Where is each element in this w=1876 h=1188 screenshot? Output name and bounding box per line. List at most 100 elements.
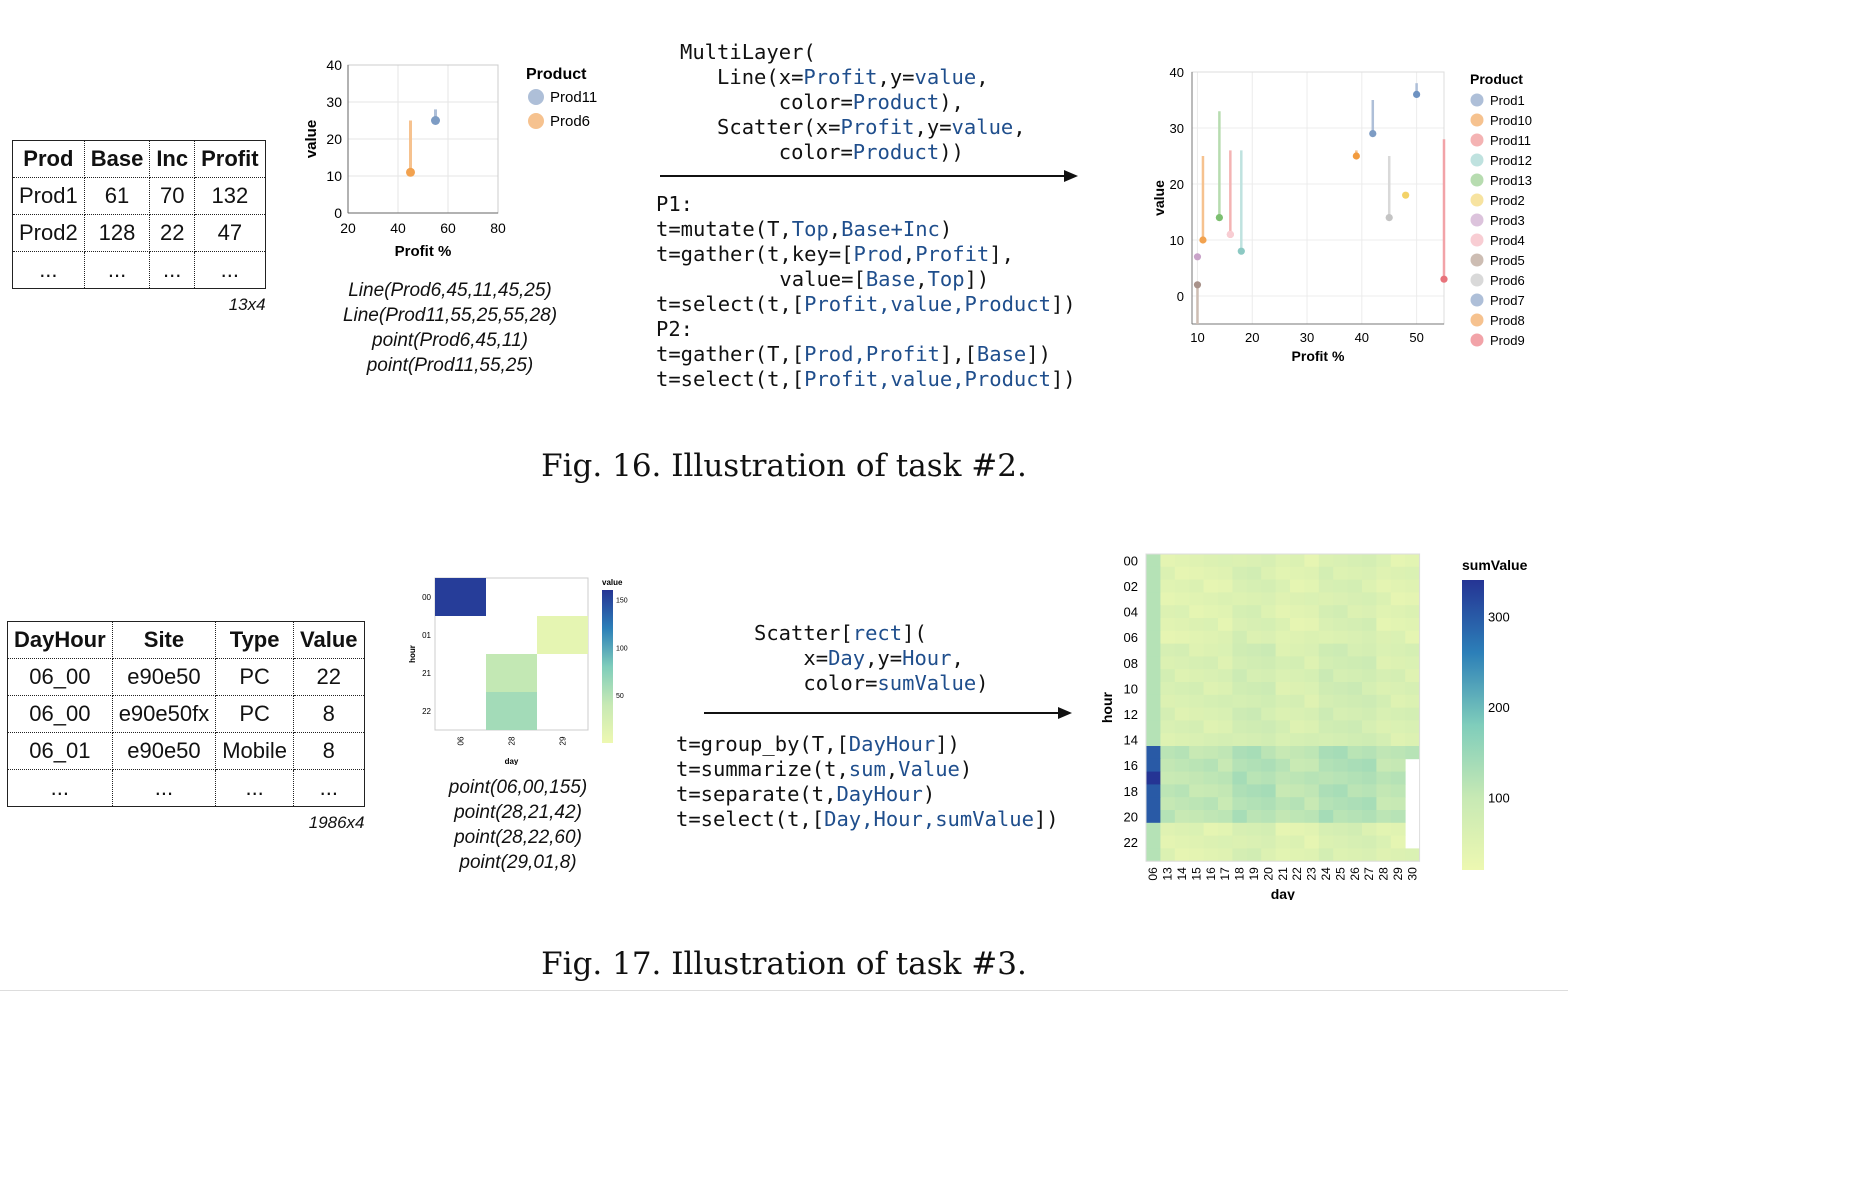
- heatmap-cell: [1376, 630, 1392, 644]
- x-axis-title: day: [1271, 886, 1295, 900]
- x-tick-label: 30: [1405, 867, 1419, 881]
- heatmap-cell: [1362, 771, 1377, 785]
- code-token-highlight: DayHour: [836, 782, 923, 806]
- y-tick-label: 10: [1170, 233, 1184, 248]
- heatmap-cell: [1362, 630, 1377, 644]
- heatmap-cell: [1275, 746, 1291, 760]
- y-tick-label: 21: [422, 669, 431, 678]
- heatmap-cell: [1160, 566, 1176, 580]
- heatmap-cell: [1376, 669, 1392, 683]
- heatmap-cell: [1362, 822, 1377, 836]
- heatmap-cell: [1218, 669, 1233, 683]
- heatmap-cell: [1146, 848, 1161, 862]
- heatmap-cell: [1246, 669, 1262, 683]
- heatmap-cell: [1146, 810, 1161, 824]
- heatmap-cell: [1246, 835, 1262, 849]
- code-token: color=: [680, 90, 853, 114]
- x-tick-label: 20: [1245, 330, 1259, 345]
- code-token: t=select(t,[: [656, 367, 805, 391]
- heatmap-cell: [1290, 656, 1305, 670]
- heatmap-cell: [1160, 797, 1176, 811]
- column-header: Site: [111, 621, 217, 659]
- x-tick-label: 27: [1362, 867, 1376, 881]
- code-token-highlight: Prod,Profit: [804, 342, 940, 366]
- x-tick-label: 20: [1261, 867, 1275, 881]
- heatmap-cell: [1376, 797, 1392, 811]
- x-tick-label: 21: [1276, 867, 1290, 881]
- heatmap-cell: [1160, 579, 1176, 593]
- heatmap-cell: [1203, 694, 1219, 708]
- color-legend-bar: [602, 590, 613, 743]
- heatmap-cell: [1275, 707, 1291, 721]
- heatmap-cell: [1218, 822, 1233, 836]
- heatmap-cell: [1232, 643, 1248, 657]
- heatmap-cell: [1189, 848, 1204, 862]
- code-token-highlight: Product: [852, 90, 940, 114]
- heatmap-cell: [1232, 656, 1248, 670]
- code-token: ,: [885, 757, 899, 781]
- legend-swatch: [1470, 93, 1484, 107]
- heatmap-cell: [1146, 733, 1161, 747]
- table-cell: ...: [293, 769, 365, 807]
- heatmap-cell: [1218, 618, 1233, 632]
- y-tick-label: 40: [1170, 65, 1184, 80]
- code-token: ]): [1050, 292, 1076, 316]
- heatmap-cell: [1376, 733, 1392, 747]
- legend-swatch: [1470, 333, 1484, 347]
- heatmap-cell: [1189, 835, 1204, 849]
- heatmap-cell: [1232, 618, 1248, 632]
- heatmap-cell: [1405, 682, 1420, 696]
- heatmap-cell: [1232, 733, 1248, 747]
- heatmap-cell: [1376, 822, 1392, 836]
- heatmap-cell: [1290, 554, 1305, 568]
- table-row: 06_00 e90e50 PC 22: [7, 658, 365, 696]
- heatmap-cell: [1390, 835, 1406, 849]
- series-point: [1385, 214, 1393, 222]
- heatmap-cell: [1261, 694, 1276, 708]
- heatmap-cell: [1333, 797, 1348, 811]
- code-token: ]): [1026, 342, 1051, 366]
- heatmap-cell: [1174, 566, 1190, 580]
- heatmap-cell: [1203, 746, 1219, 760]
- heatmap-cell: [435, 578, 486, 616]
- code-token-highlight: sumValue: [877, 671, 977, 695]
- heatmap-cell: [1333, 592, 1348, 606]
- heatmap-cell: [1174, 835, 1190, 849]
- heatmap-cell: [1246, 810, 1262, 824]
- table-cell: 128: [83, 214, 151, 252]
- fig16-big-chart: 0 10 20 30 40 10 20 30 40 50 Profit % value Product P…: [1151, 65, 1532, 364]
- code-line: t=group_by(T,[DayHour]): [676, 732, 1059, 757]
- table-cell: 22: [149, 214, 196, 252]
- heatmap-cell: [1347, 746, 1363, 760]
- heatmap-cell: [1318, 554, 1334, 568]
- table-cell: ...: [12, 251, 85, 289]
- heatmap-cell: [1304, 835, 1320, 849]
- heatmap-cell: [1405, 605, 1420, 619]
- heatmap-cell: [1232, 630, 1248, 644]
- column-header: Inc: [149, 140, 196, 178]
- heatmap-cell: [1333, 566, 1348, 580]
- legend-label: Prod12: [1490, 153, 1532, 168]
- heatmap-cell: [1347, 669, 1363, 683]
- heatmap-cell: [1189, 797, 1204, 811]
- x-tick-label: 20: [340, 220, 356, 236]
- code-token: ): [922, 782, 936, 806]
- code-token-highlight: Profit: [840, 115, 915, 139]
- heatmap-cell: [1160, 694, 1176, 708]
- heatmap-cell: [1333, 835, 1348, 849]
- heatmap-cell: [1405, 669, 1420, 683]
- code-token: P1:: [656, 192, 694, 216]
- heatmap-cell: [1390, 784, 1406, 798]
- heatmap-cell: [1304, 605, 1320, 619]
- heatmap-cell: [1232, 848, 1248, 862]
- heatmap-cell: [1203, 566, 1219, 580]
- legend-tick-label: 150: [616, 598, 628, 605]
- heatmap-cell: [1390, 707, 1406, 721]
- y-tick-label: 06: [1124, 630, 1138, 645]
- heatmap-cell: [1189, 605, 1204, 619]
- code-token-highlight: value: [914, 65, 977, 89]
- heatmap-cell: [1218, 605, 1233, 619]
- legend-swatch: [1470, 193, 1484, 207]
- x-tick-label: 10: [1190, 330, 1204, 345]
- heatmap-cell: [1405, 733, 1420, 747]
